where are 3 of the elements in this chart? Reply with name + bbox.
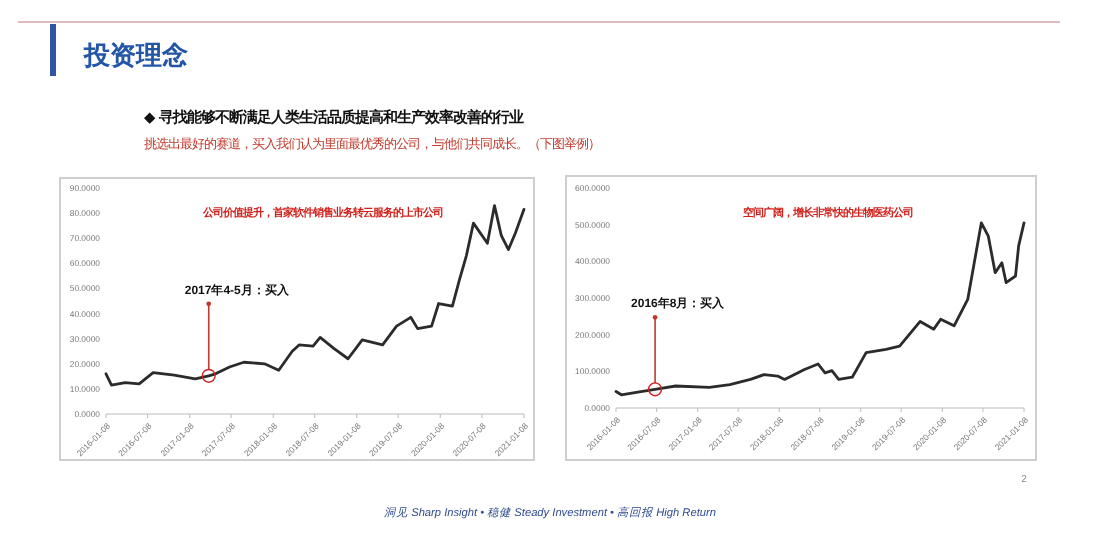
line-series — [614, 221, 1026, 397]
text: 投资理念 — [82, 40, 190, 70]
line-series — [104, 204, 526, 387]
